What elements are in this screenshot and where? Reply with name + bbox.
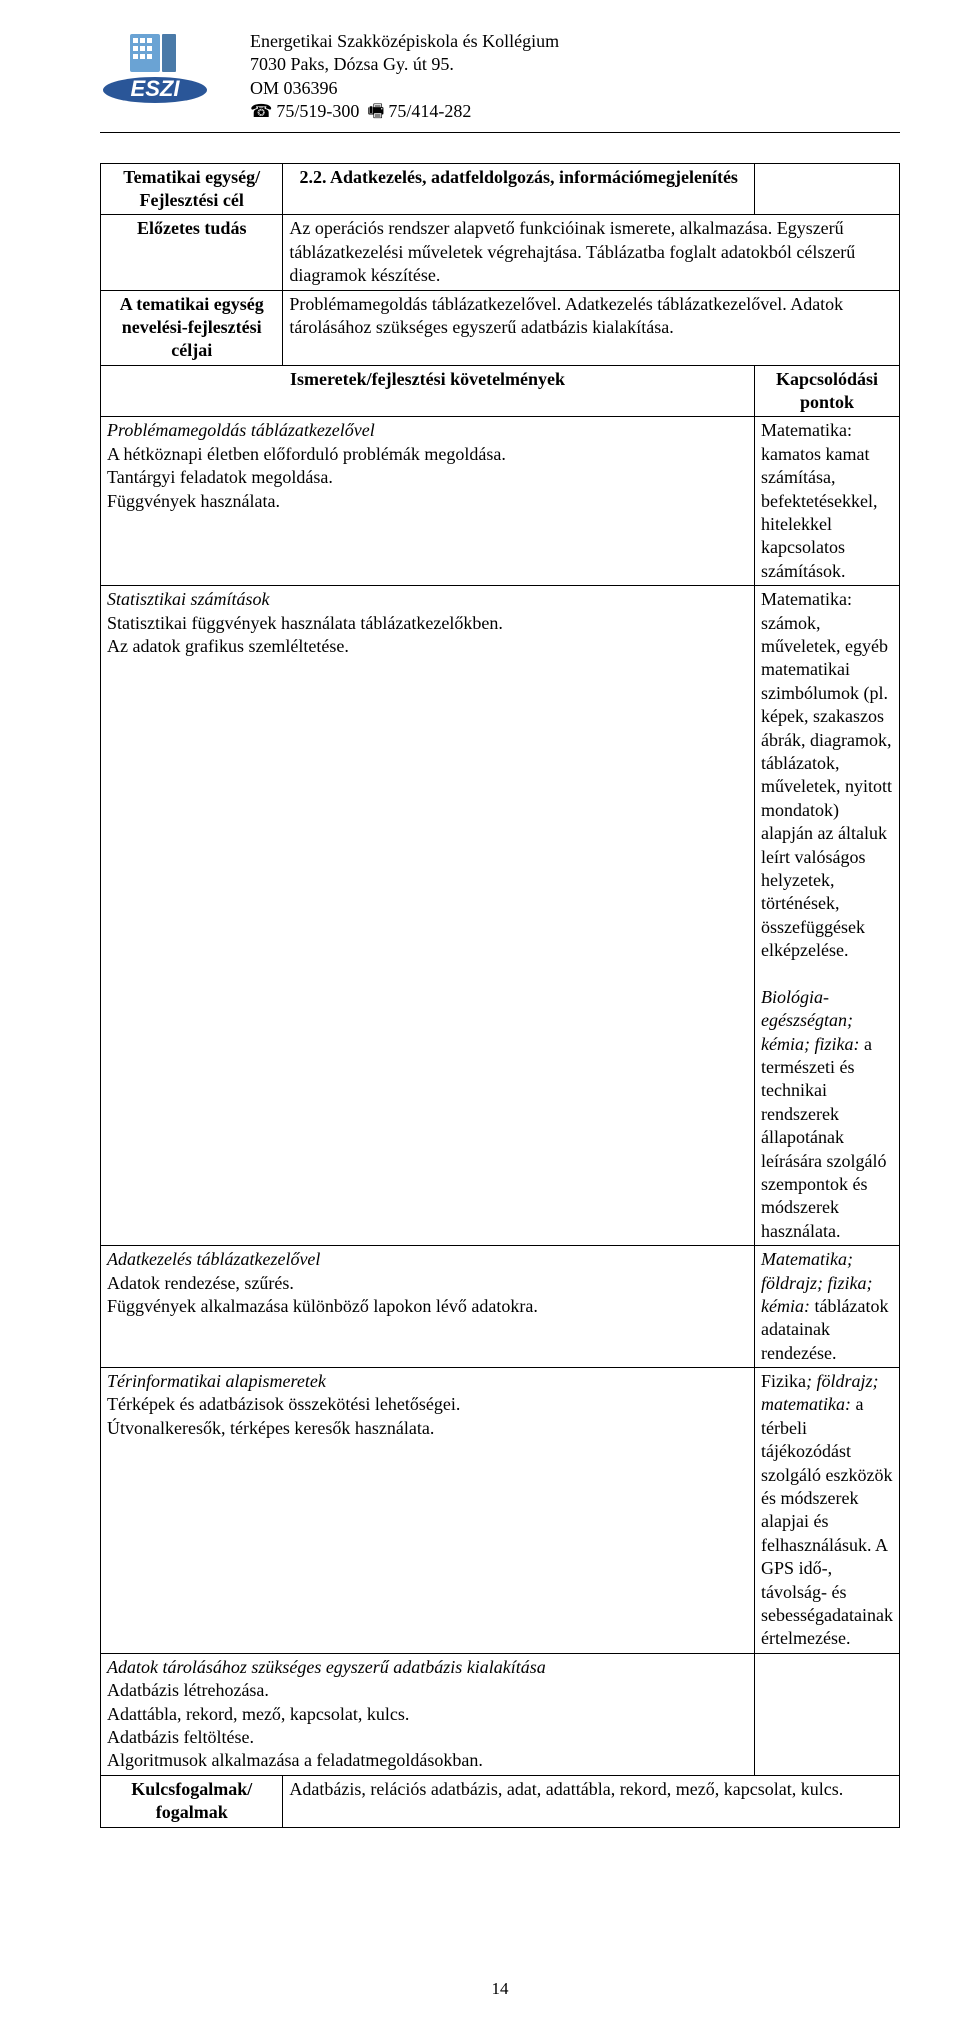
fax-icon: 🖷	[367, 100, 384, 123]
row4-right: Fizika; földrajz; matematika: a térbeli …	[755, 1368, 900, 1654]
row1-right: Matematika: kamatos kamat számítása, bef…	[755, 417, 900, 586]
row2-left: Statisztikai számítások Statisztikai füg…	[101, 586, 755, 1246]
empty-cell	[755, 163, 900, 215]
header-divider	[100, 132, 900, 133]
phone1: 75/519-300	[276, 100, 359, 123]
label-celjai: A tematikai egység nevelési-fejlesztési …	[101, 290, 283, 365]
label-ismeretek: Ismeretek/fejlesztési követelmények	[101, 365, 755, 417]
label-tematikai: Tematikai egység/ Fejlesztési cél	[101, 163, 283, 215]
kulcs-text: Adatbázis, relációs adatbázis, adat, ada…	[283, 1775, 900, 1827]
row3-right: Matematika; földrajz; fizika; kémia: táb…	[755, 1246, 900, 1368]
row3-left: Adatkezelés táblázatkezelővel Adatok ren…	[101, 1246, 755, 1368]
phone-icon: ☎	[250, 100, 272, 123]
row5-right	[755, 1653, 900, 1775]
row2-right: Matematika: számok, műveletek, egyéb mat…	[755, 586, 900, 1246]
school-om: OM 036396	[250, 77, 559, 100]
title-cell: 2.2. Adatkezelés, adatfeldolgozás, infor…	[283, 163, 755, 215]
document-header: ESZI Energetikai Szakközépiskola és Koll…	[100, 30, 900, 124]
school-logo: ESZI	[100, 30, 230, 106]
row4-left: Térinformatikai alapismeretek Térképek é…	[101, 1368, 755, 1654]
label-kulcsfogalmak: Kulcsfogalmak/ fogalmak	[101, 1775, 283, 1827]
header-text-block: Energetikai Szakközépiskola és Kollégium…	[250, 30, 559, 124]
label-kapcsolodasi: Kapcsolódási pontok	[755, 365, 900, 417]
label-elozetes: Előzetes tudás	[101, 215, 283, 290]
row5-left: Adatok tárolásához szükséges egyszerű ad…	[101, 1653, 755, 1775]
school-name: Energetikai Szakközépiskola és Kollégium	[250, 30, 559, 53]
curriculum-table: Tematikai egység/ Fejlesztési cél 2.2. A…	[100, 163, 900, 1828]
phone2: 75/414-282	[388, 100, 471, 123]
elozetes-text: Az operációs rendszer alapvető funkcióin…	[283, 215, 900, 290]
celjai-text: Problémamegoldás táblázatkezelővel. Adat…	[283, 290, 900, 365]
page-number: 14	[100, 1978, 900, 2000]
row1-left: Problémamegoldás táblázatkezelővel A hét…	[101, 417, 755, 586]
phone-line: ☎ 75/519-300 🖷 75/414-282	[250, 100, 559, 123]
svg-text:ESZI: ESZI	[131, 76, 181, 101]
school-address: 7030 Paks, Dózsa Gy. út 95.	[250, 53, 559, 76]
